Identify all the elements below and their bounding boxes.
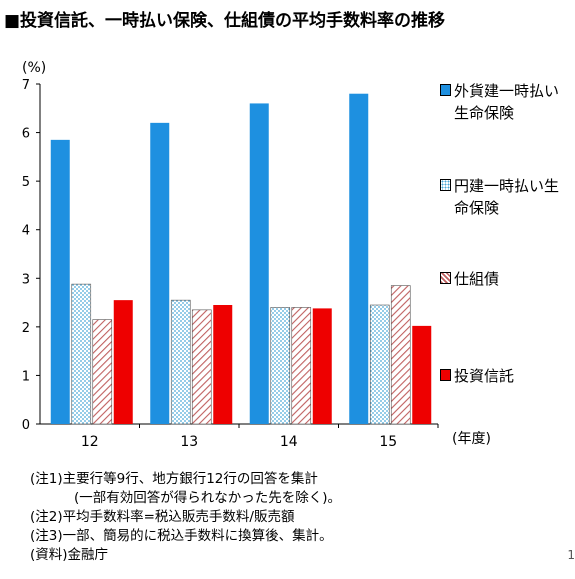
bar-2-14 xyxy=(270,307,291,425)
x-axis-label: (年度) xyxy=(452,431,491,447)
legend-item-1: 外貨建一時払い生命保険 xyxy=(440,80,572,124)
y-axis-label: (%) xyxy=(22,60,46,76)
bar-3-15 xyxy=(390,285,411,425)
bar-1-14 xyxy=(249,103,269,424)
bar-4-13 xyxy=(213,305,233,424)
legend-label-1: 外貨建一時払い生命保険 xyxy=(454,82,560,122)
y-tick-label-6: 6 xyxy=(22,127,30,142)
bar-3-14 xyxy=(291,307,312,425)
legend-label-2: 円建一時払い生命保険 xyxy=(454,177,560,217)
x-tick-label-12: 12 xyxy=(81,434,99,450)
bar-2-12 xyxy=(71,283,92,425)
footnotes: (注1)主要行等9行、地方銀行12行の回答を集計 (一部有効回答が得られなかった… xyxy=(30,470,341,565)
y-tick-label-2: 2 xyxy=(22,321,30,336)
y-tick-label-1: 1 xyxy=(22,369,30,384)
y-tick-label-5: 5 xyxy=(22,175,30,190)
bar-3-12 xyxy=(92,319,113,425)
page-number: 1 xyxy=(567,548,575,562)
legend-swatch-1 xyxy=(440,84,451,96)
legend-label-4: 投資信託 xyxy=(454,367,515,385)
bar-1-13 xyxy=(150,122,170,424)
note-2: (注2)平均手数料率=税込販売手数料/販売額 xyxy=(30,509,295,525)
legend-item-3: 仕組債 xyxy=(440,268,572,290)
x-tick-label-15: 15 xyxy=(379,434,397,450)
bar-2-15 xyxy=(369,304,390,425)
chart-title: ■投資信託、一時払い保険、仕組債の平均手数料率の推移 xyxy=(4,11,446,31)
legend-item-2: 円建一時払い生命保険 xyxy=(440,175,572,219)
bar-4-12 xyxy=(113,300,133,424)
legend-swatch-4 xyxy=(440,369,451,381)
bar-3-13 xyxy=(191,309,212,425)
note-3: (注3)一部、簡易的に税込手数料に換算後、集計。 xyxy=(30,528,333,544)
note-1-continued: (一部有効回答が得られなかった先を除く)。 xyxy=(74,490,342,506)
y-tick-label-0: 0 xyxy=(22,418,30,433)
bar-4-15 xyxy=(412,325,432,424)
y-tick-label-4: 4 xyxy=(22,224,30,239)
note-1: (注1)主要行等9行、地方銀行12行の回答を集計 xyxy=(30,471,318,487)
bar-4-14 xyxy=(312,308,332,424)
legend-swatch-3 xyxy=(440,272,451,284)
y-tick-label-3: 3 xyxy=(22,272,30,287)
legend-label-3: 仕組債 xyxy=(454,270,500,288)
x-tick-label-13: 13 xyxy=(180,434,198,450)
y-tick-label-7: 7 xyxy=(22,78,30,93)
bar-1-15 xyxy=(349,93,369,424)
note-source: (資料)金融庁 xyxy=(30,547,109,563)
legend-item-4: 投資信託 xyxy=(440,365,572,387)
legend-swatch-2 xyxy=(440,179,451,191)
bar-2-13 xyxy=(170,299,191,425)
x-tick-label-14: 14 xyxy=(280,434,298,450)
bar-1-12 xyxy=(50,139,70,424)
